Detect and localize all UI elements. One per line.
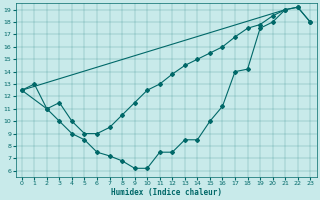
- X-axis label: Humidex (Indice chaleur): Humidex (Indice chaleur): [110, 188, 221, 197]
